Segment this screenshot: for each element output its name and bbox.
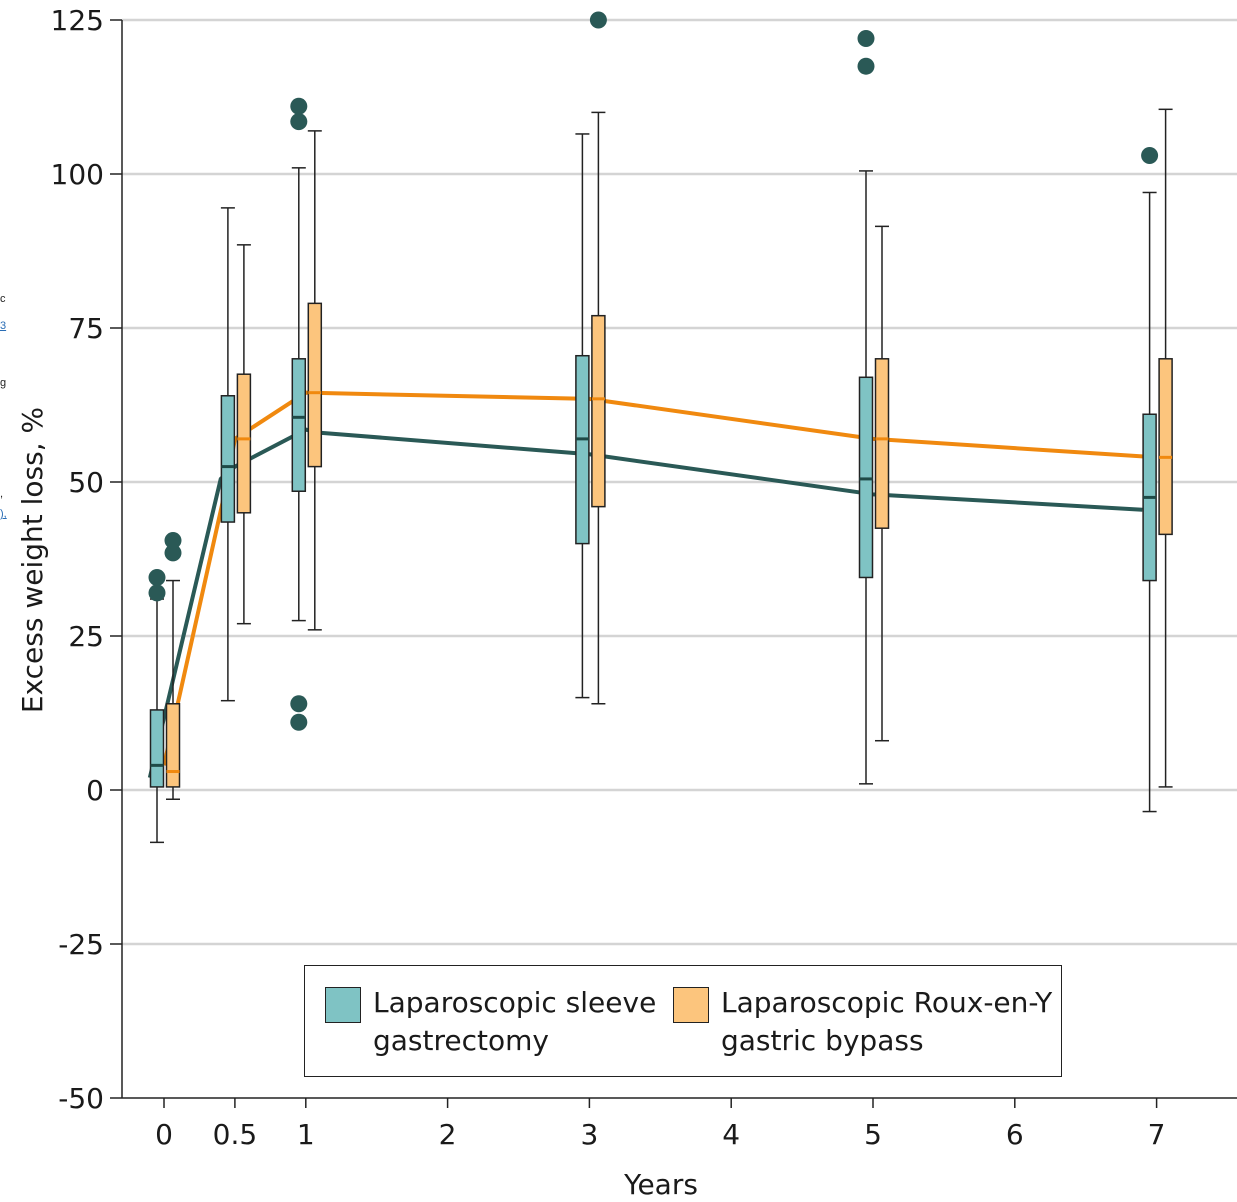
legend-label-sleeve: Laparoscopic sleeve gastrectomy [373, 986, 657, 1057]
x-tick-label: 4 [722, 1118, 740, 1151]
box-bypass [1158, 108, 1173, 788]
box-sleeve [575, 133, 590, 699]
box-iqr [575, 354, 590, 545]
y-tick-label: 75 [68, 312, 104, 345]
box-bypass [591, 111, 606, 705]
box-sleeve [1142, 191, 1157, 813]
legend-swatch-bypass [673, 987, 709, 1023]
outlier-point [857, 29, 875, 47]
box-iqr [307, 302, 323, 468]
outlier-point [148, 584, 166, 602]
legend-item-sleeve: Laparoscopic sleeve gastrectomy [325, 984, 656, 1060]
x-tick-label: 0.5 [213, 1118, 258, 1151]
outlier-point [148, 568, 166, 586]
y-tick-label: 125 [51, 4, 104, 37]
x-tick-label: 7 [1148, 1118, 1166, 1151]
x-tick-label: 6 [1006, 1118, 1024, 1151]
box-sleeve [220, 207, 236, 702]
axes: -50 -25 0 25 50 75 100 125 0 0.5 1 2 3 4 5 6 7 [51, 4, 1237, 1151]
outlier-point [1141, 147, 1159, 165]
y-tick-label: 0 [86, 774, 104, 807]
box-bypass [874, 225, 890, 742]
outlier-points [148, 11, 1159, 731]
box-iqr [591, 314, 606, 508]
outlier-point [164, 544, 182, 562]
box-iqr [1158, 358, 1173, 536]
box-bypass [165, 579, 181, 800]
legend-label-bypass: Laparoscopic Roux-en-Y gastric bypass [721, 986, 1053, 1057]
x-tick-label: 0 [155, 1118, 173, 1151]
box-bypass [236, 244, 252, 625]
box-sleeve [858, 170, 874, 785]
y-axis-label: Excess weight loss, % [16, 407, 49, 713]
outlier-point [164, 532, 182, 550]
box-sleeve [291, 167, 307, 622]
y-tick-label: -50 [58, 1082, 104, 1115]
x-tick-label: 3 [580, 1118, 598, 1151]
y-tick-label: -25 [58, 928, 104, 961]
x-tick-label: 5 [864, 1118, 882, 1151]
outlier-point [290, 113, 308, 131]
legend-item-bypass: Laparoscopic Roux-en-Y gastric bypass [673, 984, 1052, 1060]
box-iqr [236, 373, 252, 514]
outlier-point [589, 11, 607, 29]
y-tick-label: 50 [68, 466, 104, 499]
outlier-point [290, 713, 308, 731]
outlier-point [290, 695, 308, 713]
outlier-point [290, 97, 308, 115]
y-tick-label: 25 [68, 620, 104, 653]
x-axis-label: Years [623, 1168, 698, 1201]
box-iqr [149, 709, 165, 788]
boxes [149, 108, 1173, 844]
outlier-point [857, 57, 875, 75]
grid-lines [122, 18, 1237, 946]
box-iqr [165, 703, 181, 788]
box-bypass [307, 130, 323, 631]
y-tick-label: 100 [51, 158, 104, 191]
legend-swatch-sleeve [325, 987, 361, 1023]
box-iqr [858, 376, 874, 579]
x-tick-label: 1 [297, 1118, 315, 1151]
box-iqr [291, 358, 307, 492]
box-iqr [220, 395, 236, 523]
legend: Laparoscopic sleeve gastrectomy Laparosc… [304, 965, 1062, 1077]
x-tick-label: 2 [439, 1118, 457, 1151]
box-iqr [874, 358, 890, 529]
